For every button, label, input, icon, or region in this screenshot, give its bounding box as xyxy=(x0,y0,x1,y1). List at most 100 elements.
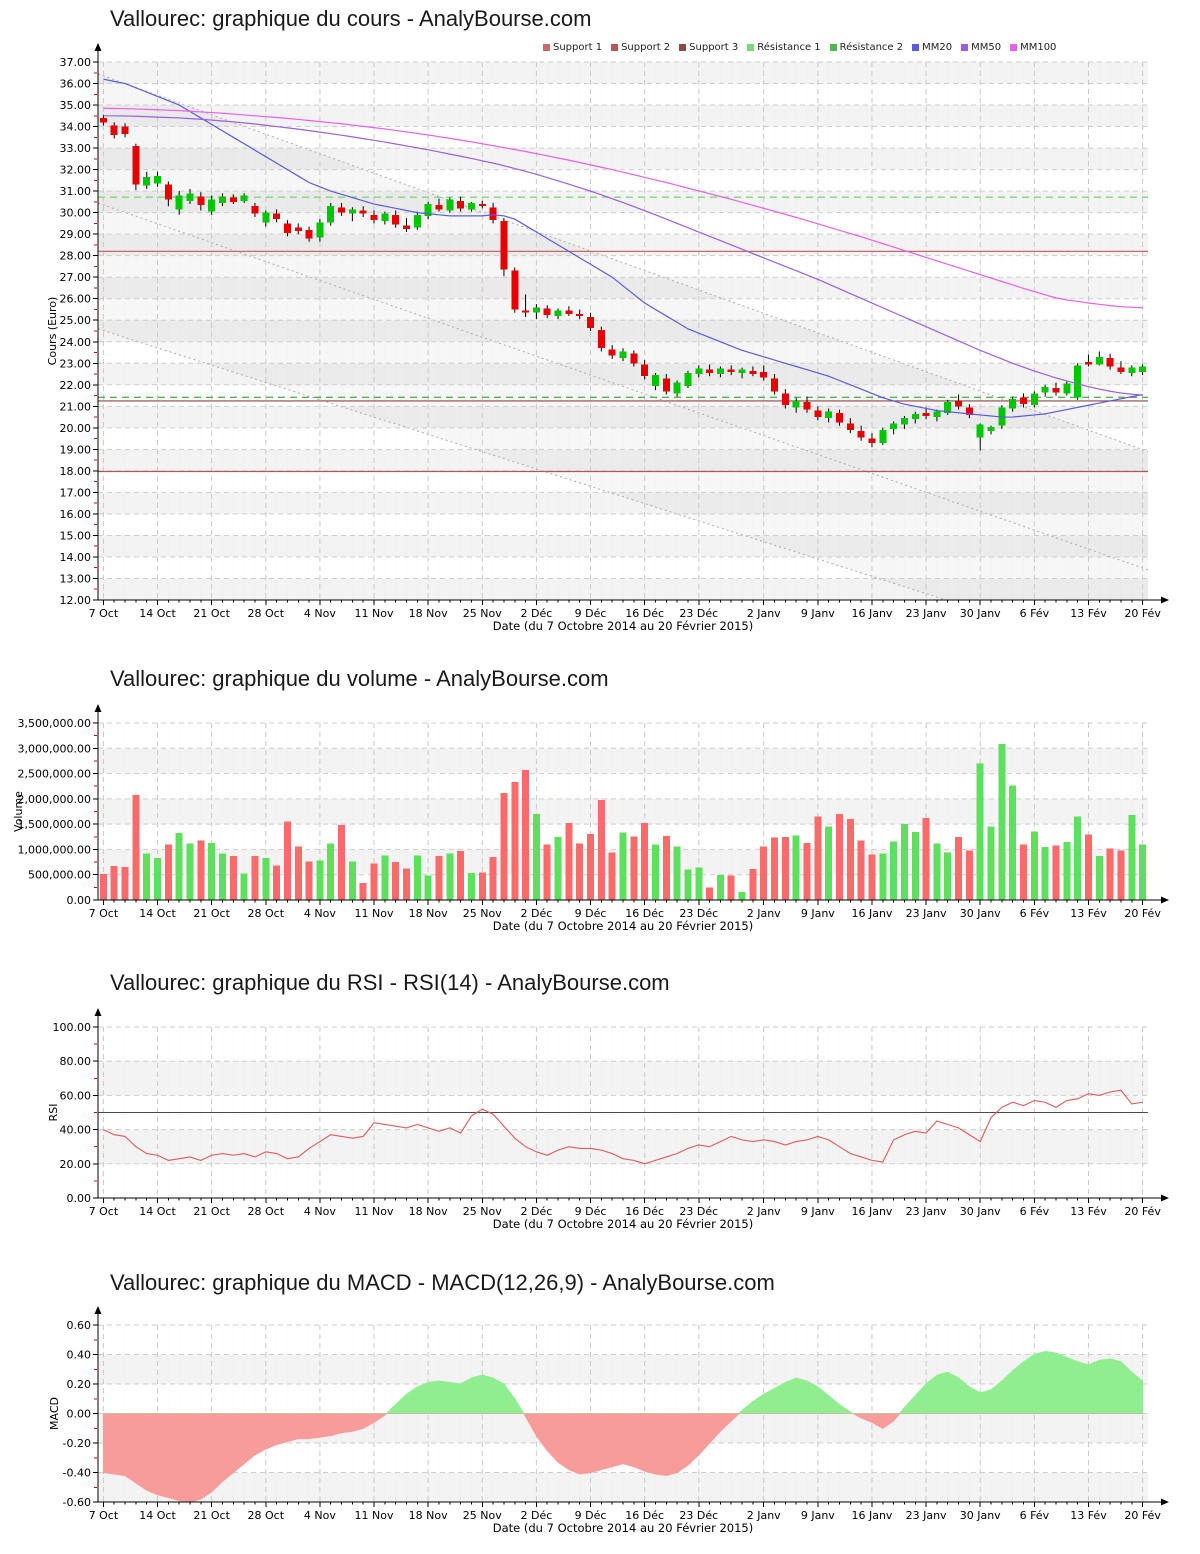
svg-text:28 Oct: 28 Oct xyxy=(248,1205,285,1218)
svg-text:37.00: 37.00 xyxy=(60,56,92,69)
svg-text:23 Janv: 23 Janv xyxy=(906,607,947,620)
svg-text:23 Janv: 23 Janv xyxy=(906,1509,947,1522)
svg-text:2,500,000.00: 2,500,000.00 xyxy=(18,768,91,781)
svg-text:23.00: 23.00 xyxy=(60,357,92,370)
macd-chart-title: Vallourec: graphique du MACD - MACD(12,2… xyxy=(110,1270,775,1295)
svg-text:23 Déc: 23 Déc xyxy=(679,907,718,920)
svg-text:11 Nov: 11 Nov xyxy=(355,907,394,920)
volume-chart: 0.00 500,000.00 1,000,000.00 1,500,000.00 2,… xyxy=(12,704,1169,933)
svg-text:13 Fév: 13 Fév xyxy=(1070,1509,1107,1522)
svg-text:21 Oct: 21 Oct xyxy=(193,607,230,620)
svg-text:28 Oct: 28 Oct xyxy=(248,607,285,620)
svg-text:-0.40: -0.40 xyxy=(63,1467,91,1480)
svg-text:4 Nov: 4 Nov xyxy=(304,907,336,920)
legend-label: MM20 xyxy=(922,42,953,53)
legend-swatch-icon xyxy=(961,44,969,51)
svg-text:16 Janv: 16 Janv xyxy=(851,607,892,620)
svg-text:30.00: 30.00 xyxy=(60,207,92,220)
svg-text:24.00: 24.00 xyxy=(60,336,92,349)
svg-text:17.00: 17.00 xyxy=(60,486,92,499)
svg-text:2 Déc: 2 Déc xyxy=(521,907,553,920)
svg-text:1,500,000.00: 1,500,000.00 xyxy=(18,818,91,831)
svg-text:20.00: 20.00 xyxy=(60,1158,92,1171)
y-axis-label: Volume xyxy=(12,791,25,832)
legend-item-support-1: Support 1 xyxy=(543,42,602,53)
legend-label: Support 2 xyxy=(621,42,671,53)
svg-text:33.00: 33.00 xyxy=(60,142,92,155)
svg-text:Date (du 7 Octobre 2014 au 20: Date (du 7 Octobre 2014 au 20 Février 20… xyxy=(493,1521,753,1535)
y-axis-label: MACD xyxy=(48,1397,61,1430)
svg-text:2 Déc: 2 Déc xyxy=(521,1509,553,1522)
svg-text:15.00: 15.00 xyxy=(60,529,92,542)
svg-text:1,000,000.00: 1,000,000.00 xyxy=(18,843,91,856)
svg-text:34.00: 34.00 xyxy=(60,121,92,134)
svg-text:13.00: 13.00 xyxy=(60,572,92,585)
legend-label: Résistance 1 xyxy=(757,42,821,53)
svg-text:60.00: 60.00 xyxy=(60,1089,92,1102)
legend-swatch-icon xyxy=(679,44,687,51)
svg-text:500,000.00: 500,000.00 xyxy=(28,869,91,882)
svg-text:27.00: 27.00 xyxy=(60,271,92,284)
svg-text:9 Déc: 9 Déc xyxy=(575,907,607,920)
svg-text:7 Oct: 7 Oct xyxy=(89,607,119,620)
svg-text:13 Fév: 13 Fév xyxy=(1070,607,1107,620)
svg-text:18 Nov: 18 Nov xyxy=(409,607,448,620)
svg-text:3,500,000.00: 3,500,000.00 xyxy=(18,717,91,730)
svg-text:23 Déc: 23 Déc xyxy=(679,1509,718,1522)
svg-text:28.00: 28.00 xyxy=(60,250,92,263)
svg-text:0.00: 0.00 xyxy=(67,894,92,907)
svg-text:32.00: 32.00 xyxy=(60,164,92,177)
legend-label: Support 1 xyxy=(553,42,603,53)
svg-text:25 Nov: 25 Nov xyxy=(463,607,502,620)
svg-text:12.00: 12.00 xyxy=(60,594,92,607)
legend-item-mm20: MM20 xyxy=(912,42,952,53)
svg-text:31.00: 31.00 xyxy=(60,185,92,198)
legend-swatch-icon xyxy=(543,44,550,51)
legend-swatch-icon xyxy=(829,44,837,51)
legend-item-r-sistance-1: Résistance 1 xyxy=(747,42,821,53)
svg-text:14.00: 14.00 xyxy=(60,551,92,564)
legend-label: MM50 xyxy=(971,42,1002,53)
svg-text:16 Déc: 16 Déc xyxy=(625,907,664,920)
svg-text:7 Oct: 7 Oct xyxy=(89,1509,119,1522)
svg-text:0.00: 0.00 xyxy=(67,1192,92,1205)
svg-text:16 Déc: 16 Déc xyxy=(625,607,664,620)
svg-text:14 Oct: 14 Oct xyxy=(139,907,176,920)
axes: 0.00 20.00 40.00 60.00 80.00 100.00 7 Oct 14 Oc… xyxy=(53,1008,1169,1231)
svg-text:9 Déc: 9 Déc xyxy=(575,1205,607,1218)
svg-text:28 Oct: 28 Oct xyxy=(248,907,285,920)
svg-text:9 Déc: 9 Déc xyxy=(575,607,607,620)
svg-text:16 Janv: 16 Janv xyxy=(851,1509,892,1522)
legend-label: MM100 xyxy=(1020,42,1057,53)
svg-text:2 Janv: 2 Janv xyxy=(747,1205,781,1218)
svg-text:16 Janv: 16 Janv xyxy=(851,907,892,920)
svg-text:4 Nov: 4 Nov xyxy=(304,607,336,620)
rsi-chart: 0.00 20.00 40.00 60.00 80.00 100.00 7 Oct 14 Oc… xyxy=(47,1008,1169,1231)
legend-swatch-icon xyxy=(1010,44,1018,51)
svg-text:6 Fév: 6 Fév xyxy=(1020,1509,1050,1522)
svg-text:20 Fév: 20 Fév xyxy=(1124,607,1161,620)
axes: 0.00 500,000.00 1,000,000.00 1,500,000.00 2,… xyxy=(18,704,1169,933)
svg-text:2 Déc: 2 Déc xyxy=(521,607,553,620)
legend-swatch-icon xyxy=(747,44,755,51)
svg-text:9 Janv: 9 Janv xyxy=(801,1205,835,1218)
svg-text:7 Oct: 7 Oct xyxy=(89,907,119,920)
svg-text:23 Déc: 23 Déc xyxy=(679,1205,718,1218)
svg-text:23 Déc: 23 Déc xyxy=(679,607,718,620)
svg-text:35.00: 35.00 xyxy=(60,99,92,112)
svg-text:11 Nov: 11 Nov xyxy=(355,607,394,620)
svg-text:11 Nov: 11 Nov xyxy=(355,1205,394,1218)
macd-chart: -0.60 -0.40 -0.20 0.00 0.20 0.40 0.60 7 Oct 14 O… xyxy=(48,1306,1169,1535)
svg-text:4 Nov: 4 Nov xyxy=(304,1509,336,1522)
svg-text:21 Oct: 21 Oct xyxy=(193,1509,230,1522)
svg-text:30 Janv: 30 Janv xyxy=(960,607,1001,620)
svg-text:-0.20: -0.20 xyxy=(63,1437,91,1450)
svg-text:30 Janv: 30 Janv xyxy=(960,1509,1001,1522)
svg-text:100.00: 100.00 xyxy=(53,1021,92,1034)
svg-text:7 Oct: 7 Oct xyxy=(89,1205,119,1218)
legend-label: Résistance 2 xyxy=(839,42,904,53)
svg-text:18 Nov: 18 Nov xyxy=(409,1205,448,1218)
svg-text:0.40: 0.40 xyxy=(67,1349,92,1362)
svg-text:18.00: 18.00 xyxy=(60,465,92,478)
